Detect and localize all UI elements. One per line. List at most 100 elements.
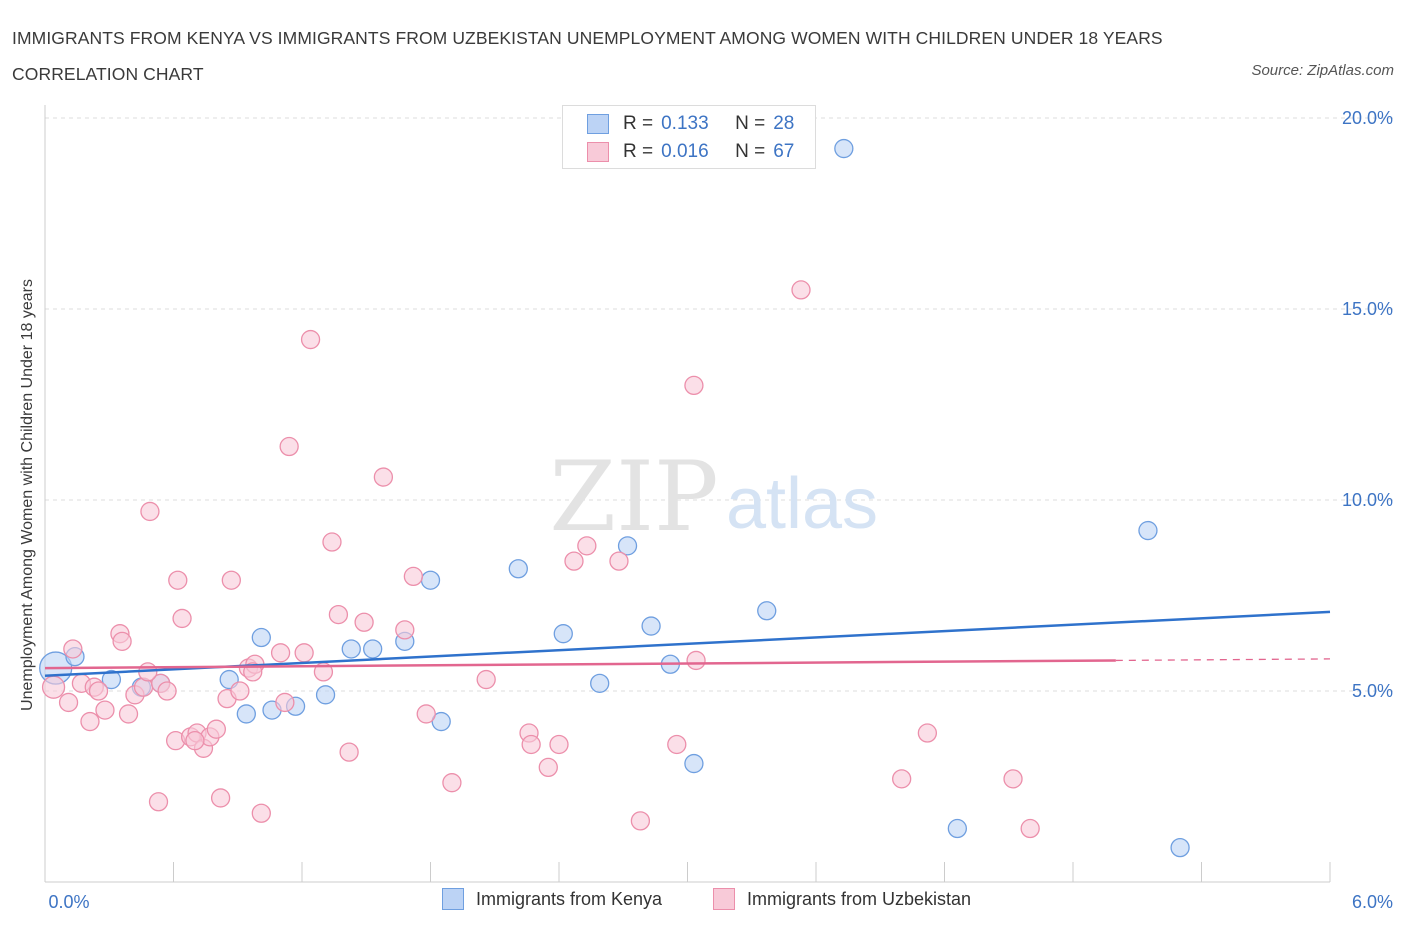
kenya-point [617, 536, 638, 556]
kenya-point [834, 138, 854, 159]
uzbekistan-point [549, 734, 569, 755]
y-tick-label: 5.0% [1352, 681, 1393, 701]
uzbekistan-point [684, 375, 704, 396]
legend-item-kenya[interactable]: Immigrants from Kenya [442, 888, 662, 910]
r-label: R = [623, 113, 654, 134]
kenya-point [236, 704, 256, 724]
uzbekistan-point [275, 692, 295, 713]
uzbekistan-point [140, 501, 160, 522]
uzbekistan-point [667, 734, 687, 755]
uzbekistan-point [917, 723, 938, 743]
axes [44, 105, 1331, 883]
uzbekistan-point [251, 803, 271, 823]
n-label: N = [735, 113, 766, 134]
uzbekistan-point [80, 711, 100, 732]
r-label: R = [623, 141, 654, 162]
kenya-point [101, 669, 122, 690]
trend-lines [44, 610, 1331, 677]
r-value: 0.016 [661, 141, 709, 162]
kenya-point [341, 639, 361, 659]
uzbekistan-point [58, 692, 79, 713]
n-value: 67 [773, 141, 795, 162]
kenya-swatch [587, 114, 609, 134]
uzbekistan-point [791, 280, 811, 300]
uzbekistan-point [403, 566, 424, 587]
uzbekistan-point [476, 669, 496, 690]
kenya-swatch [442, 888, 464, 910]
legend-label-uzbekistan: Immigrants from Uzbekistan [747, 888, 972, 909]
legend-label-kenya: Immigrants from Kenya [476, 888, 663, 909]
uzbekistan-point [395, 620, 415, 640]
kenya-point [684, 753, 704, 774]
uzbekistan-point [63, 639, 83, 659]
n-label: N = [735, 141, 766, 162]
uzbekistan-point [95, 700, 115, 720]
legend-row-kenya: R = 0.133 N = 28 [587, 112, 794, 136]
uzbekistan-swatch [713, 888, 735, 910]
uzbekistan-trend-extension [1115, 658, 1331, 662]
uzbekistan-point [1020, 818, 1040, 839]
tick-labels: 5.0% 10.0% 15.0% 20.0% 0.0% 6.0% [48, 108, 1393, 912]
grid-lines [45, 117, 1395, 692]
kenya-point [251, 627, 271, 648]
chart-title: IMMIGRANTS FROM KENYA VS IMMIGRANTS FROM… [12, 28, 1163, 84]
series-uzbekistan-points [41, 280, 1040, 839]
watermark-zip: ZIP [549, 441, 718, 553]
series-kenya-points [39, 138, 1190, 858]
watermark: ZIP atlas [549, 441, 878, 553]
uzbekistan-point [157, 681, 177, 701]
watermark-atlas: atlas [726, 464, 878, 544]
source-label: Source: ZipAtlas.com [1251, 62, 1394, 79]
uzbekistan-point [892, 769, 912, 789]
uzbekistan-point [148, 792, 169, 812]
uzbekistan-point [577, 536, 597, 556]
uzbekistan-point [1003, 769, 1023, 789]
kenya-point [363, 639, 383, 659]
uzbekistan-point [564, 551, 584, 571]
uzbekistan-point [172, 608, 192, 629]
r-value: 0.133 [661, 113, 709, 134]
kenya-point [757, 601, 777, 621]
uzbekistan-point [230, 681, 250, 701]
uzbekistan-point [279, 436, 299, 457]
uzbekistan-point [112, 631, 132, 651]
correlation-legend: R = 0.133 N = 28 R = 0.016 N = 67 [562, 105, 816, 169]
uzbekistan-point [354, 612, 374, 632]
kenya-point [420, 570, 441, 590]
uzbekistan-point [88, 681, 109, 701]
uzbekistan-point [294, 643, 314, 663]
n-value: 28 [773, 113, 795, 134]
uzbekistan-point [206, 719, 226, 739]
kenya-trend-line [44, 610, 1331, 677]
uzbekistan-point [185, 731, 205, 751]
uzbekistan-point [300, 329, 321, 350]
kenya-point [553, 624, 573, 644]
uzbekistan-point [270, 643, 291, 663]
kenya-point [641, 616, 661, 636]
kenya-point [1138, 520, 1158, 541]
x-tick-label: 0.0% [48, 892, 89, 912]
legend-row-uzbekistan: R = 0.016 N = 67 [587, 140, 794, 164]
uzbekistan-trend-line [44, 659, 1116, 670]
uzbekistan-point [328, 604, 349, 625]
uzbekistan-point [41, 675, 66, 699]
uzbekistan-swatch [587, 142, 609, 162]
uzbekistan-point [416, 704, 436, 724]
uzbekistan-point [118, 704, 139, 724]
kenya-point [947, 818, 967, 839]
y-tick-label: 10.0% [1342, 490, 1393, 510]
series-legend: Immigrants from Kenya Immigrants from Uz… [0, 888, 1406, 916]
uzbekistan-point [521, 734, 541, 755]
kenya-point [590, 673, 610, 694]
uzbekistan-point [686, 650, 706, 671]
uzbekistan-point [221, 570, 241, 590]
y-tick-label: 20.0% [1342, 108, 1393, 128]
kenya-point [1170, 837, 1190, 858]
uzbekistan-point [442, 773, 462, 793]
uzbekistan-point [630, 811, 651, 831]
uzbekistan-point [210, 788, 231, 808]
y-tick-label: 15.0% [1342, 299, 1393, 319]
legend-item-uzbekistan[interactable]: Immigrants from Uzbekistan [713, 888, 971, 910]
uzbekistan-point [609, 551, 629, 571]
